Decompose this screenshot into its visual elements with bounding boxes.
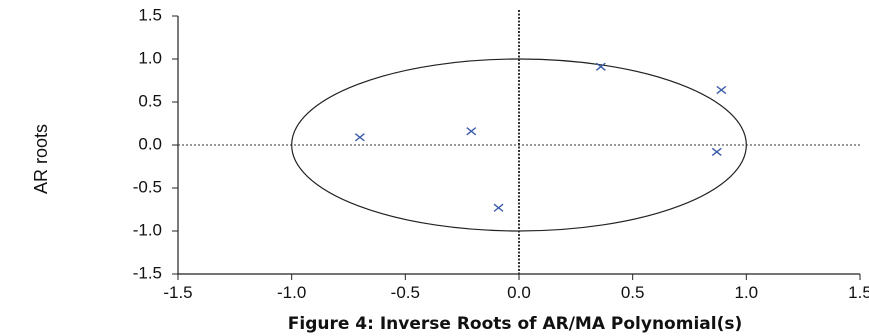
y-tick-label: 1.5 — [138, 5, 162, 24]
y-tick-labels: 1.5 1.0 0.5 0.0 -0.5 -1.0 -1.5 — [133, 5, 162, 282]
unit-circle — [291, 58, 747, 232]
marker-stroke — [466, 127, 477, 136]
root-marker — [716, 85, 727, 95]
x-tick-label: 0.0 — [507, 283, 531, 302]
y-tick-label: 0.5 — [138, 91, 162, 110]
x-tick-label: -1.0 — [277, 283, 306, 302]
marker-stroke — [493, 203, 504, 212]
root-marker — [711, 147, 722, 157]
y-tick-label: 1.0 — [138, 48, 162, 67]
y-tick-label: -1.5 — [133, 263, 162, 282]
y-tick-label: -0.5 — [133, 177, 162, 196]
root-markers — [354, 62, 727, 212]
y-axis-label: AR roots — [31, 124, 51, 194]
y-tick-label: -1.0 — [133, 220, 162, 239]
x-tick-label: 1.5 — [848, 283, 869, 302]
marker-stroke — [716, 85, 727, 95]
marker-stroke — [711, 147, 722, 157]
reference-lines — [178, 10, 860, 274]
root-marker — [493, 203, 504, 212]
root-marker — [595, 62, 606, 71]
x-tick-label: -0.5 — [391, 283, 420, 302]
x-tick-label: -1.5 — [163, 283, 192, 302]
root-marker — [466, 127, 477, 136]
figure-caption: Figure 4: Inverse Roots of AR/MA Polynom… — [288, 314, 742, 334]
plot-axes — [172, 15, 861, 280]
x-tick-labels: -1.5 -1.0 -0.5 0.0 0.5 1.0 1.5 — [163, 283, 869, 302]
y-tick-label: 0.0 — [138, 134, 162, 153]
marker-stroke — [595, 62, 606, 71]
unit-circle-outline — [291, 58, 747, 232]
x-tick-label: 1.0 — [735, 283, 759, 302]
root-marker — [354, 133, 365, 142]
marker-stroke — [354, 133, 365, 142]
x-tick-label: 0.5 — [621, 283, 645, 302]
